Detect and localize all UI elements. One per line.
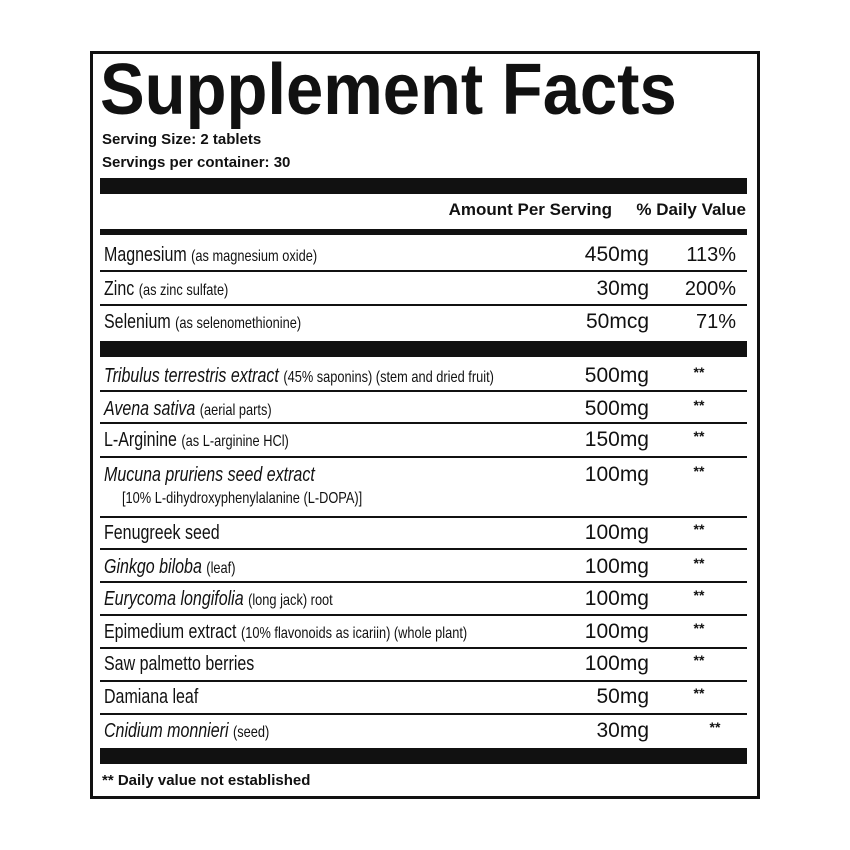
ingredient-label: Damiana leaf [104, 685, 198, 709]
label-border [90, 51, 760, 799]
rule [100, 341, 747, 357]
ingredient-label: Tribulus terrestris extract (45% saponin… [104, 364, 494, 390]
rule [100, 229, 747, 235]
ingredient-name: Eurycoma longifolia [104, 588, 244, 610]
title: Supplement Facts [100, 50, 677, 130]
ingredient-label: Saw palmetto berries [104, 652, 254, 676]
amount: 500mg [584, 364, 649, 387]
amount: 100mg [584, 587, 649, 610]
daily-value: ** [693, 620, 705, 636]
ingredient-detail: (long jack) root [248, 592, 333, 609]
amount: 100mg [584, 620, 649, 643]
separator [100, 304, 747, 306]
amount: 450mg [584, 243, 649, 266]
ingredient-detail: (leaf) [206, 560, 236, 577]
ingredient-label: Zinc (as zinc sulfate) [104, 277, 228, 303]
rule [100, 178, 747, 194]
amount: 100mg [584, 652, 649, 675]
ingredient-detail: (45% saponins) (stem and dried fruit) [283, 369, 494, 386]
separator [100, 581, 747, 583]
ingredient-name: Mucuna pruriens seed extract [104, 464, 315, 486]
amount: 30mg [596, 277, 649, 300]
separator [100, 422, 747, 424]
separator [100, 516, 747, 518]
amount: 150mg [584, 428, 649, 451]
amount: 100mg [584, 463, 649, 486]
ingredient-name: Tribulus terrestris extract [104, 365, 279, 387]
ingredient-detail: (10% flavonoids as icariin) (whole plant… [240, 625, 468, 642]
ingredient-detail: (as selenomethionine) [175, 315, 302, 332]
ingredient-label: Eurycoma longifolia (long jack) root [104, 587, 333, 613]
ingredient-name: Epimedium extract [104, 621, 237, 643]
amount: 50mcg [585, 310, 649, 333]
separator [100, 713, 747, 715]
ingredient-name: Zinc [104, 278, 135, 300]
servings: Servings per container: 30 [102, 154, 291, 171]
ingredient-name: Cnidium monnieri [104, 720, 229, 742]
ingredient-label: Fenugreek seed [104, 521, 220, 545]
ingredient-detail: [10% L-dihydroxyphenylalanine (L-DOPA)] [122, 490, 363, 507]
daily-value: ** [693, 364, 705, 380]
column-header: Amount Per Serving [448, 200, 612, 219]
separator [100, 270, 747, 272]
daily-value: 71% [695, 311, 736, 333]
daily-value: ** [693, 397, 705, 413]
ingredient-label: Cnidium monnieri (seed) [104, 719, 269, 745]
daily-value: ** [693, 652, 705, 668]
ingredient-name: Selenium [104, 311, 171, 333]
ingredient-name: Saw palmetto berries [104, 653, 255, 675]
separator [100, 680, 747, 682]
amount: 50mg [596, 685, 649, 708]
column-header: % Daily Value [636, 200, 746, 219]
daily-value: ** [693, 521, 705, 537]
ingredient-detail: (aerial parts) [199, 402, 272, 419]
amount: 100mg [584, 521, 649, 544]
daily-value: ** [693, 463, 705, 479]
ingredient-label: Mucuna pruriens seed extract [104, 463, 315, 487]
daily-value: ** [693, 685, 705, 701]
ingredient-name: Ginkgo biloba [104, 556, 202, 578]
ingredient-label: Magnesium (as magnesium oxide) [104, 243, 317, 269]
amount: 30mg [596, 719, 649, 742]
daily-value: ** [693, 587, 705, 603]
daily-value: ** [709, 719, 721, 735]
separator [100, 647, 747, 649]
separator [100, 456, 747, 458]
serving-size: Serving Size: 2 tablets [102, 131, 262, 148]
footnote: ** Daily value not established [102, 772, 311, 789]
amount: 500mg [584, 397, 649, 420]
separator [100, 390, 747, 392]
rule [100, 748, 747, 764]
ingredient-detail: (as zinc sulfate) [138, 282, 229, 299]
ingredient-name: L-Arginine [104, 429, 177, 451]
separator [100, 614, 747, 616]
ingredient-label: Ginkgo biloba (leaf) [104, 555, 235, 581]
ingredient-label: L-Arginine (as L-arginine HCl) [104, 428, 289, 454]
ingredient-name: Magnesium [104, 244, 187, 266]
ingredient-detail: (seed) [232, 724, 270, 741]
ingredient-name: Fenugreek seed [104, 522, 220, 544]
separator [100, 548, 747, 550]
ingredient-label: Avena sativa (aerial parts) [104, 397, 272, 423]
ingredient-label: Selenium (as selenomethionine) [104, 310, 301, 336]
ingredient-name: Avena sativa [104, 398, 196, 420]
daily-value: 113% [686, 244, 736, 266]
ingredient-name: Damiana leaf [104, 686, 199, 708]
daily-value: ** [693, 428, 705, 444]
ingredient-detail: (as L-arginine HCl) [181, 433, 289, 450]
daily-value: 200% [684, 278, 736, 300]
ingredient-label: Epimedium extract (10% flavonoids as ica… [104, 620, 467, 646]
daily-value: ** [693, 555, 705, 571]
ingredient-detail: (as magnesium oxide) [191, 248, 318, 265]
amount: 100mg [584, 555, 649, 578]
